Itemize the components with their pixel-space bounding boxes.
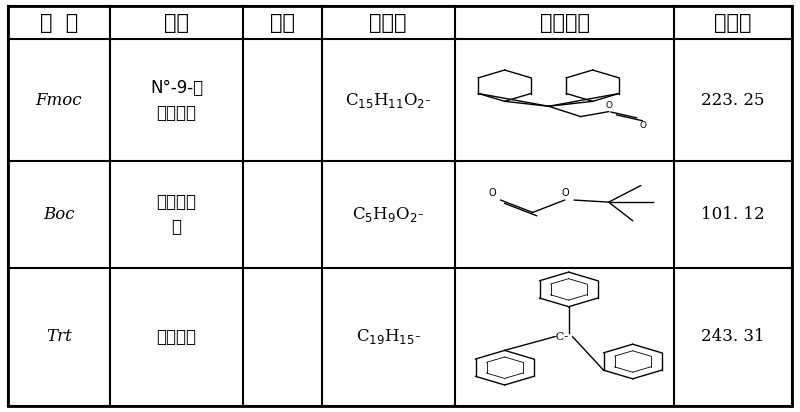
Text: C$_{19}$H$_{15}$-: C$_{19}$H$_{15}$- [356,327,421,346]
Text: 分子式: 分子式 [370,12,407,33]
Text: Fmoc: Fmoc [36,91,82,109]
Text: 101. 12: 101. 12 [702,206,765,223]
Text: -C-: -C- [553,332,569,342]
Text: 分子量: 分子量 [714,12,752,33]
Text: N°-9-芒
甲氧砢基: N°-9-芒 甲氧砢基 [150,79,203,122]
Text: O: O [562,188,570,198]
Text: Boc: Boc [43,206,74,223]
Text: Trt: Trt [46,328,72,345]
Text: O: O [639,121,646,130]
Text: O: O [606,101,613,110]
Text: 223. 25: 223. 25 [702,91,765,109]
Text: 243. 31: 243. 31 [702,328,765,345]
Text: 化学结构: 化学结构 [540,12,590,33]
Text: 叔丁氧砢
基: 叔丁氧砢 基 [157,193,197,236]
Text: 规格: 规格 [270,12,295,33]
Text: C$_{15}$H$_{11}$O$_{2}$-: C$_{15}$H$_{11}$O$_{2}$- [345,91,432,110]
Text: 三苯甲基: 三苯甲基 [157,328,197,346]
Text: 名称: 名称 [164,12,189,33]
Text: O: O [489,188,497,198]
Text: 代  号: 代 号 [40,12,78,33]
Text: C$_{5}$H$_{9}$O$_{2}$-: C$_{5}$H$_{9}$O$_{2}$- [352,205,424,224]
